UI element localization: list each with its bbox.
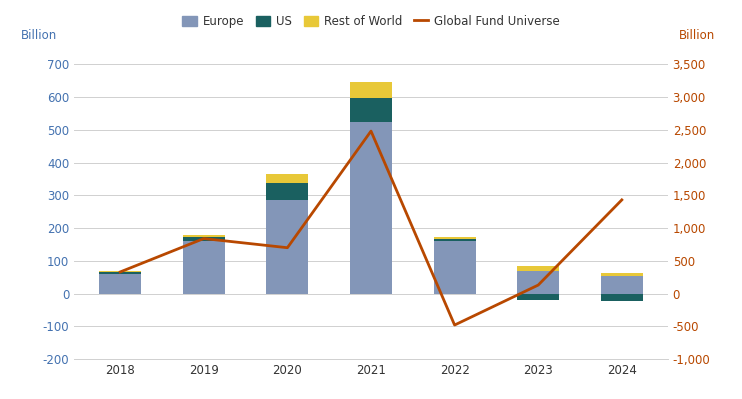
Bar <box>183 237 225 241</box>
Bar <box>434 239 476 241</box>
Bar <box>350 98 392 122</box>
Bar <box>266 183 308 200</box>
Bar <box>99 274 141 294</box>
Bar <box>434 241 476 294</box>
Bar <box>183 235 225 237</box>
Bar <box>517 271 559 294</box>
Bar <box>434 237 476 239</box>
Bar <box>601 294 643 301</box>
Bar <box>266 174 308 183</box>
Bar <box>99 272 141 274</box>
Bar <box>99 271 141 272</box>
Bar <box>350 122 392 294</box>
Bar <box>517 266 559 271</box>
Legend: Europe, US, Rest of World, Global Fund Universe: Europe, US, Rest of World, Global Fund U… <box>177 10 565 33</box>
Bar <box>183 241 225 294</box>
Bar <box>601 273 643 276</box>
Text: Billion: Billion <box>21 29 57 41</box>
Text: Billion: Billion <box>679 29 715 41</box>
Bar <box>517 294 559 300</box>
Bar <box>350 82 392 98</box>
Bar <box>601 276 643 294</box>
Bar <box>266 200 308 294</box>
